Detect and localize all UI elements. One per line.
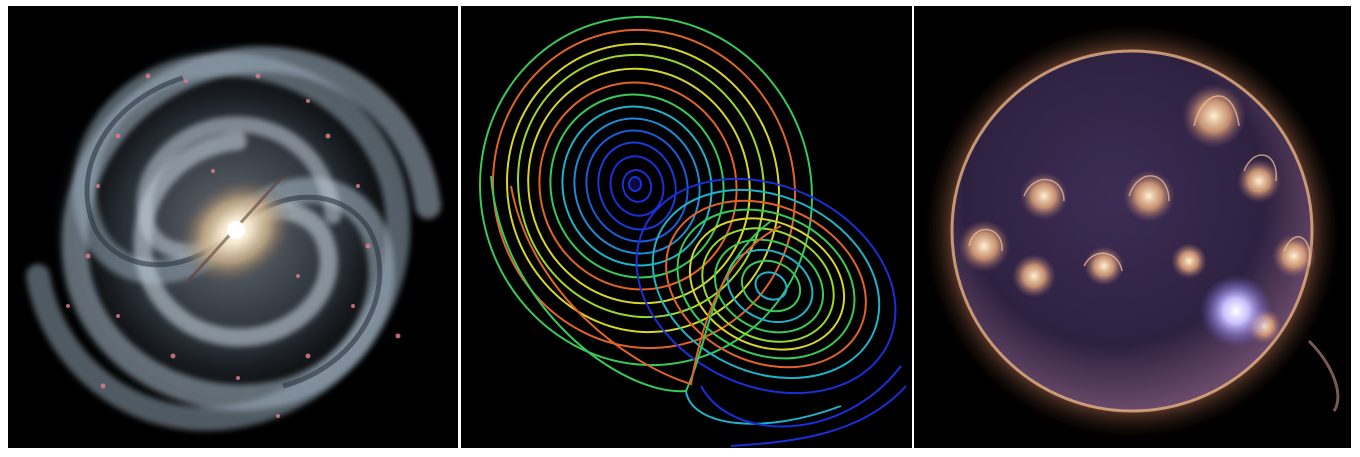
sun-active-regions [958,84,1316,344]
attractor-panel [461,6,912,448]
attractor-left-center [628,176,642,192]
attractor-right-lobe [635,177,897,395]
sun-flare [1200,275,1272,347]
galaxy-nucleus [227,221,245,239]
sun-limb [950,49,1314,413]
sun-image [914,6,1351,448]
galaxy-panel [8,6,458,448]
spiral-galaxy-image [8,6,458,448]
sun-coronal-loops [968,95,1311,272]
lorenz-attractor-image [461,6,912,448]
sun-prominence [1307,339,1340,412]
galaxy-nebulae [66,73,401,418]
attractor-crossing-strands [490,175,907,447]
sun-disk [952,51,1312,411]
sun-panel [914,6,1351,448]
galaxy-spiral-arms [26,46,441,431]
